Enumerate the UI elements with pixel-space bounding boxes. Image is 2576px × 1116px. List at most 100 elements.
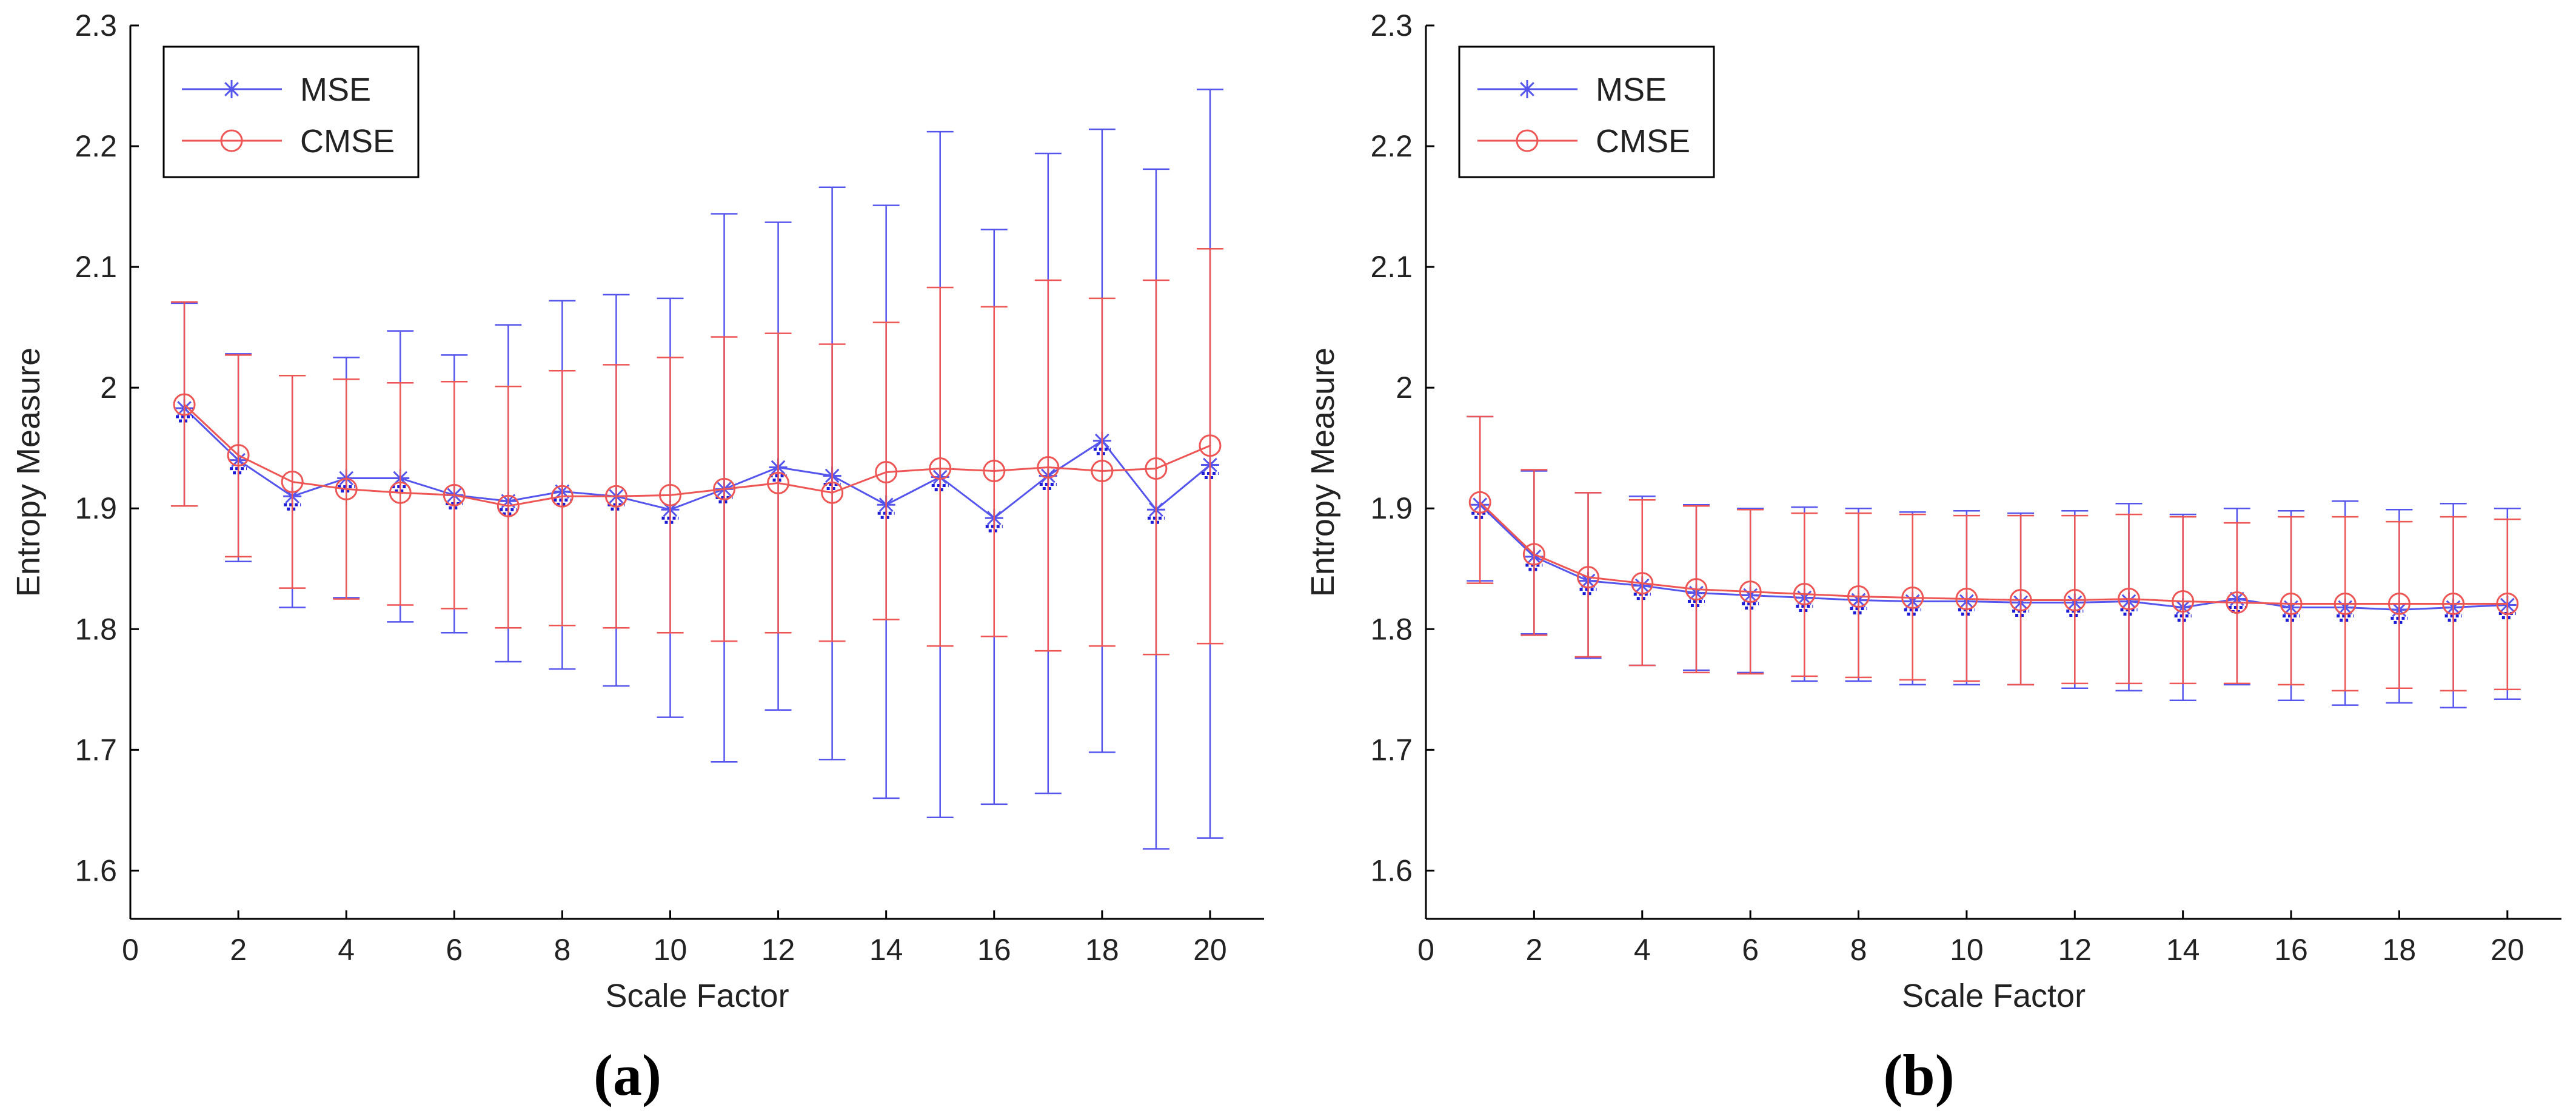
y-tick-label: 2: [1396, 371, 1413, 405]
legend-box: [1458, 45, 1715, 178]
data-point: [929, 457, 952, 480]
legend-marker: [1518, 80, 1536, 98]
data-point: [2442, 592, 2465, 615]
chart-panel-a: 1.6 1.7 1.8 1.9 2 2.1 2.2 2.3 0 2 4 6 8 10 12 14 16 18 20 S…: [10, 8, 1264, 1108]
data-point: [983, 460, 1006, 483]
panel-label: (a): [594, 1043, 661, 1108]
data-point: [821, 481, 844, 504]
series-line: [1479, 502, 2507, 605]
data-point: [1955, 588, 1978, 611]
legend-marker: [222, 80, 241, 98]
legend-box: [162, 45, 420, 178]
legend-marker: [220, 129, 243, 152]
data-point: [2117, 588, 2140, 611]
data-point: [1091, 460, 1114, 483]
x-tick-label: 12: [761, 933, 795, 967]
data-point: [1739, 580, 1762, 603]
chart-panel-b: 1.6 1.7 1.8 1.9 2 2.1 2.2 2.3 0 2 4 6 8 10 12 14 16 18 20 S…: [1305, 8, 2561, 1108]
legend-marker: [1516, 129, 1539, 152]
x-axis-title: Scale Factor: [605, 978, 789, 1014]
x-tick-label: 16: [977, 933, 1011, 967]
x-tick-label: 0: [1417, 933, 1434, 967]
series-line: [184, 407, 1211, 520]
x-tick-label: 6: [446, 933, 463, 967]
data-point: [1685, 578, 1708, 601]
y-tick-label: 2: [100, 371, 117, 405]
data-point: [1468, 491, 1491, 514]
data-point: [1037, 456, 1060, 479]
x-tick-label: 2: [230, 933, 247, 967]
y-tick-label: 1.9: [75, 491, 117, 525]
data-point: [2172, 590, 2195, 613]
series-mse: [1467, 415, 2521, 708]
series-cmse: [1467, 415, 2521, 692]
data-point: [335, 477, 358, 500]
legend-label: CMSE: [1596, 123, 1690, 160]
y-tick-label: 1.9: [1370, 491, 1413, 525]
legend: MSE CMSE: [162, 45, 420, 178]
x-tick-label: 8: [554, 933, 570, 967]
x-tick-label: 4: [1634, 933, 1651, 967]
data-point: [2280, 592, 2303, 615]
y-tick-label: 1.7: [1370, 733, 1413, 767]
x-tick-label: 8: [1850, 933, 1867, 967]
y-axis-title: Entropy Measure: [10, 348, 47, 597]
data-point: [604, 485, 627, 508]
y-tick-label: 2.2: [75, 129, 117, 163]
y-tick-label: 2.3: [1370, 8, 1413, 42]
data-point: [443, 483, 466, 506]
x-tick-label: 16: [2274, 933, 2308, 967]
x-tick-label: 10: [654, 933, 687, 967]
x-tick-label: 0: [122, 933, 139, 967]
x-tick-label: 4: [338, 933, 355, 967]
x-tick-label: 18: [2383, 933, 2417, 967]
y-tick-label: 1.8: [1370, 612, 1413, 646]
x-tick-label: 14: [869, 933, 903, 967]
data-point: [1145, 457, 1168, 480]
data-point: [497, 494, 520, 517]
x-tick-label: 10: [1950, 933, 1984, 967]
legend: MSE CMSE: [1458, 45, 1715, 178]
series-line: [184, 403, 1211, 507]
data-point: [2063, 588, 2086, 611]
legend-label: CMSE: [300, 123, 395, 160]
data-point: [1847, 585, 1870, 608]
data-point: [1577, 566, 1600, 589]
data-point: [281, 470, 304, 493]
data-point: [713, 477, 736, 500]
x-axis-title: Scale Factor: [1902, 978, 2086, 1014]
data-point: [2009, 588, 2032, 611]
data-point: [2387, 592, 2410, 615]
data-point: [2333, 592, 2357, 615]
x-tick-label: 20: [1193, 933, 1227, 967]
data-point: [658, 483, 681, 506]
legend-label: MSE: [1596, 72, 1667, 108]
series-cmse: [171, 248, 1223, 656]
y-tick-label: 2.3: [75, 8, 117, 42]
y-tick-label: 2.1: [1370, 250, 1413, 284]
data-point: [2496, 592, 2519, 615]
x-tick-label: 6: [1742, 933, 1759, 967]
y-tick-label: 2.1: [75, 250, 117, 284]
data-point: [1522, 543, 1545, 566]
legend-label: MSE: [300, 72, 371, 108]
data-point: [173, 393, 196, 416]
y-axis-title: Entropy Measure: [1305, 348, 1341, 597]
data-point: [227, 444, 250, 467]
data-point: [875, 461, 898, 483]
x-tick-label: 14: [2166, 933, 2200, 967]
data-point: [1631, 572, 1654, 595]
x-tick-label: 12: [2058, 933, 2092, 967]
x-tick-label: 2: [1525, 933, 1542, 967]
y-tick-label: 1.8: [75, 612, 117, 646]
y-tick-label: 2.2: [1370, 129, 1413, 163]
data-point: [389, 481, 412, 504]
data-point: [1199, 434, 1222, 457]
y-tick-label: 1.6: [75, 853, 117, 887]
data-point: [550, 485, 574, 508]
x-tick-label: 18: [1085, 933, 1119, 967]
x-tick-label: 20: [2491, 933, 2524, 967]
data-point: [2226, 591, 2249, 614]
y-tick-label: 1.7: [75, 733, 117, 767]
